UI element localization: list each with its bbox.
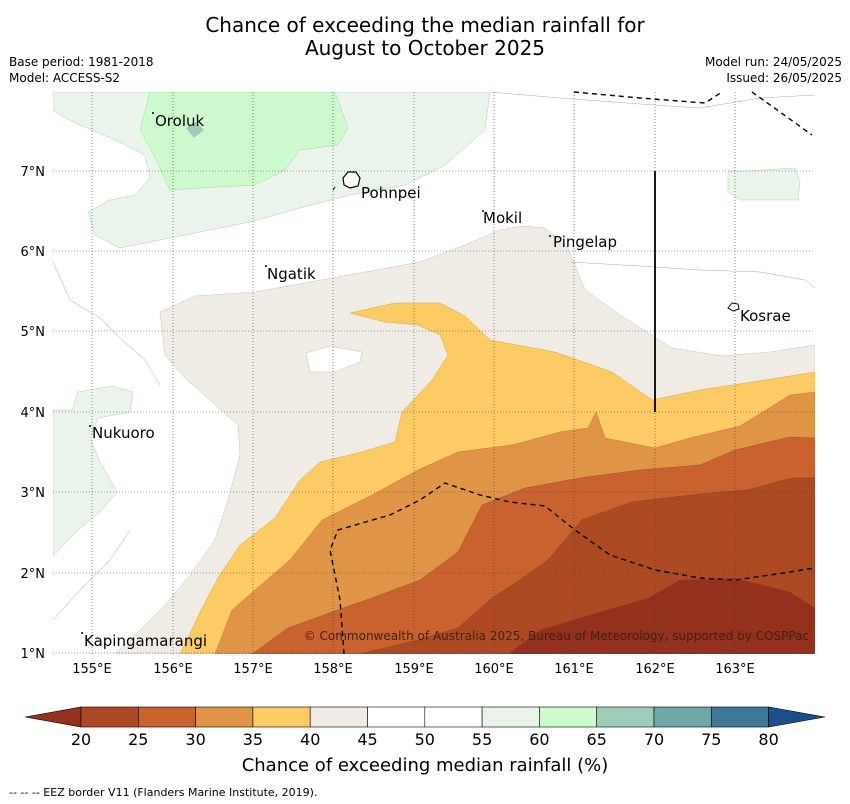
map-fields <box>53 92 815 654</box>
lon-label: 156°E <box>153 662 193 677</box>
lon-label: 161°E <box>554 662 594 677</box>
meta-left: Base period: 1981-2018 Model: ACCESS-S2 <box>9 54 154 86</box>
colorbar-extend-high <box>768 706 826 728</box>
colorbar-segment <box>80 706 139 728</box>
colorbar-tick-label: 40 <box>300 730 321 749</box>
lon-label: 157°E <box>233 662 273 677</box>
lat-label: 7°N <box>21 165 46 180</box>
colorbar-tick-label: 35 <box>242 730 264 749</box>
label-ngatik: Ngatik <box>267 265 316 283</box>
colorbar-segment <box>653 706 712 728</box>
colorbar-tick-label: 20 <box>70 730 92 749</box>
contour-line-southwest <box>53 529 131 621</box>
lon-label: 162°E <box>635 662 675 677</box>
colorbar-tick-label: 80 <box>758 730 779 749</box>
colorbar-tick-label: 70 <box>643 730 665 749</box>
copyright-notice: © Commonwealth of Australia 2025, Bureau… <box>304 629 809 643</box>
lon-label: 160°E <box>474 662 514 677</box>
lon-label: 155°E <box>72 662 112 677</box>
colorbar-tick-label: 50 <box>414 730 435 749</box>
label-nukuoro: Nukuoro <box>92 424 155 442</box>
atoll-markers <box>81 112 551 634</box>
place-labels: Oroluk Pohnpei Mokil Pingelap Ngatik Kos… <box>84 112 791 650</box>
colorbar-segment <box>539 706 598 728</box>
colorbar-ticks: 20 25 30 35 40 45 50 55 60 65 70 75 80 <box>0 730 850 750</box>
label-mokil: Mokil <box>483 209 522 227</box>
lat-label: 5°N <box>21 325 46 340</box>
label-kosrae: Kosrae <box>740 307 791 325</box>
colorbar-tick-label: 60 <box>529 730 550 749</box>
colorbar-segment <box>596 706 655 728</box>
colorbar-segment <box>424 706 483 728</box>
meta-right: Model run: 24/05/2025 Issued: 26/05/2025 <box>705 54 842 86</box>
contour-line-west <box>53 261 161 386</box>
band-65-70-patch <box>186 122 204 138</box>
lat-label: 6°N <box>21 245 46 260</box>
model-run: Model run: 24/05/2025 <box>704 55 842 69</box>
lat-label: 1°N <box>21 647 46 662</box>
colorbar-extend-low <box>24 706 82 728</box>
band-below-20 <box>508 578 815 654</box>
colorbar-segment <box>481 706 540 728</box>
colorbar-tick-label: 30 <box>185 730 206 749</box>
longitude-labels: 155°E 156°E 157°E 158°E 159°E 160°E 161°… <box>72 662 755 677</box>
colorbar-segment <box>710 706 769 728</box>
label-pohnpei: Pohnpei <box>361 184 421 202</box>
band-55-60-west <box>53 385 134 557</box>
colorbar-label: Chance of exceeding median rainfall (%) <box>241 755 609 776</box>
base-period: Base period: 1981-2018 <box>9 55 154 69</box>
title-line-1: Chance of exceeding the median rainfall … <box>205 13 645 37</box>
title-line-2: August to October 2025 <box>304 36 546 60</box>
colorbar-segment <box>195 706 254 728</box>
band-55-60-east <box>727 167 801 201</box>
colorbar-tick-label: 75 <box>701 730 722 749</box>
colorbar-segment <box>138 706 196 728</box>
colorbar-tick-label: 65 <box>586 730 607 749</box>
colorbar <box>24 706 826 728</box>
eez-borders <box>329 91 816 655</box>
contour-line-east <box>569 261 815 289</box>
lon-label: 159°E <box>394 662 434 677</box>
colorbar-tick-label: 45 <box>357 730 378 749</box>
lat-label: 3°N <box>21 486 46 501</box>
label-kapingamarangi: Kapingamarangi <box>84 632 207 650</box>
lon-label: 163°E <box>715 662 755 677</box>
pohnpei-island <box>342 171 361 189</box>
lat-label: 4°N <box>21 406 46 421</box>
kosrae-island <box>727 302 740 312</box>
band-45-50-hole <box>305 345 363 373</box>
colorbar-segment <box>252 706 311 728</box>
colorbar-segment <box>309 706 368 728</box>
label-pingelap: Pingelap <box>553 233 617 251</box>
band-60-65-north <box>139 92 349 191</box>
latitude-labels: 7°N 6°N 5°N 4°N 3°N 2°N 1°N <box>21 165 46 662</box>
label-oroluk: Oroluk <box>155 112 204 130</box>
lat-label: 2°N <box>21 567 46 582</box>
footer-note: -- -- -- EEZ border V11 (Flanders Marine… <box>9 786 318 799</box>
map-title: Chance of exceeding the median rainfall … <box>0 14 850 60</box>
pohnpei-islet <box>332 186 336 191</box>
issued-date: Issued: 26/05/2025 <box>726 71 842 85</box>
colorbar-segment <box>367 706 426 728</box>
contour-line-north <box>489 92 815 109</box>
lon-label: 158°E <box>313 662 353 677</box>
colorbar-tick-label: 25 <box>128 730 149 749</box>
model-name: Model: ACCESS-S2 <box>9 71 121 85</box>
colorbar-tick-label: 55 <box>471 730 493 749</box>
